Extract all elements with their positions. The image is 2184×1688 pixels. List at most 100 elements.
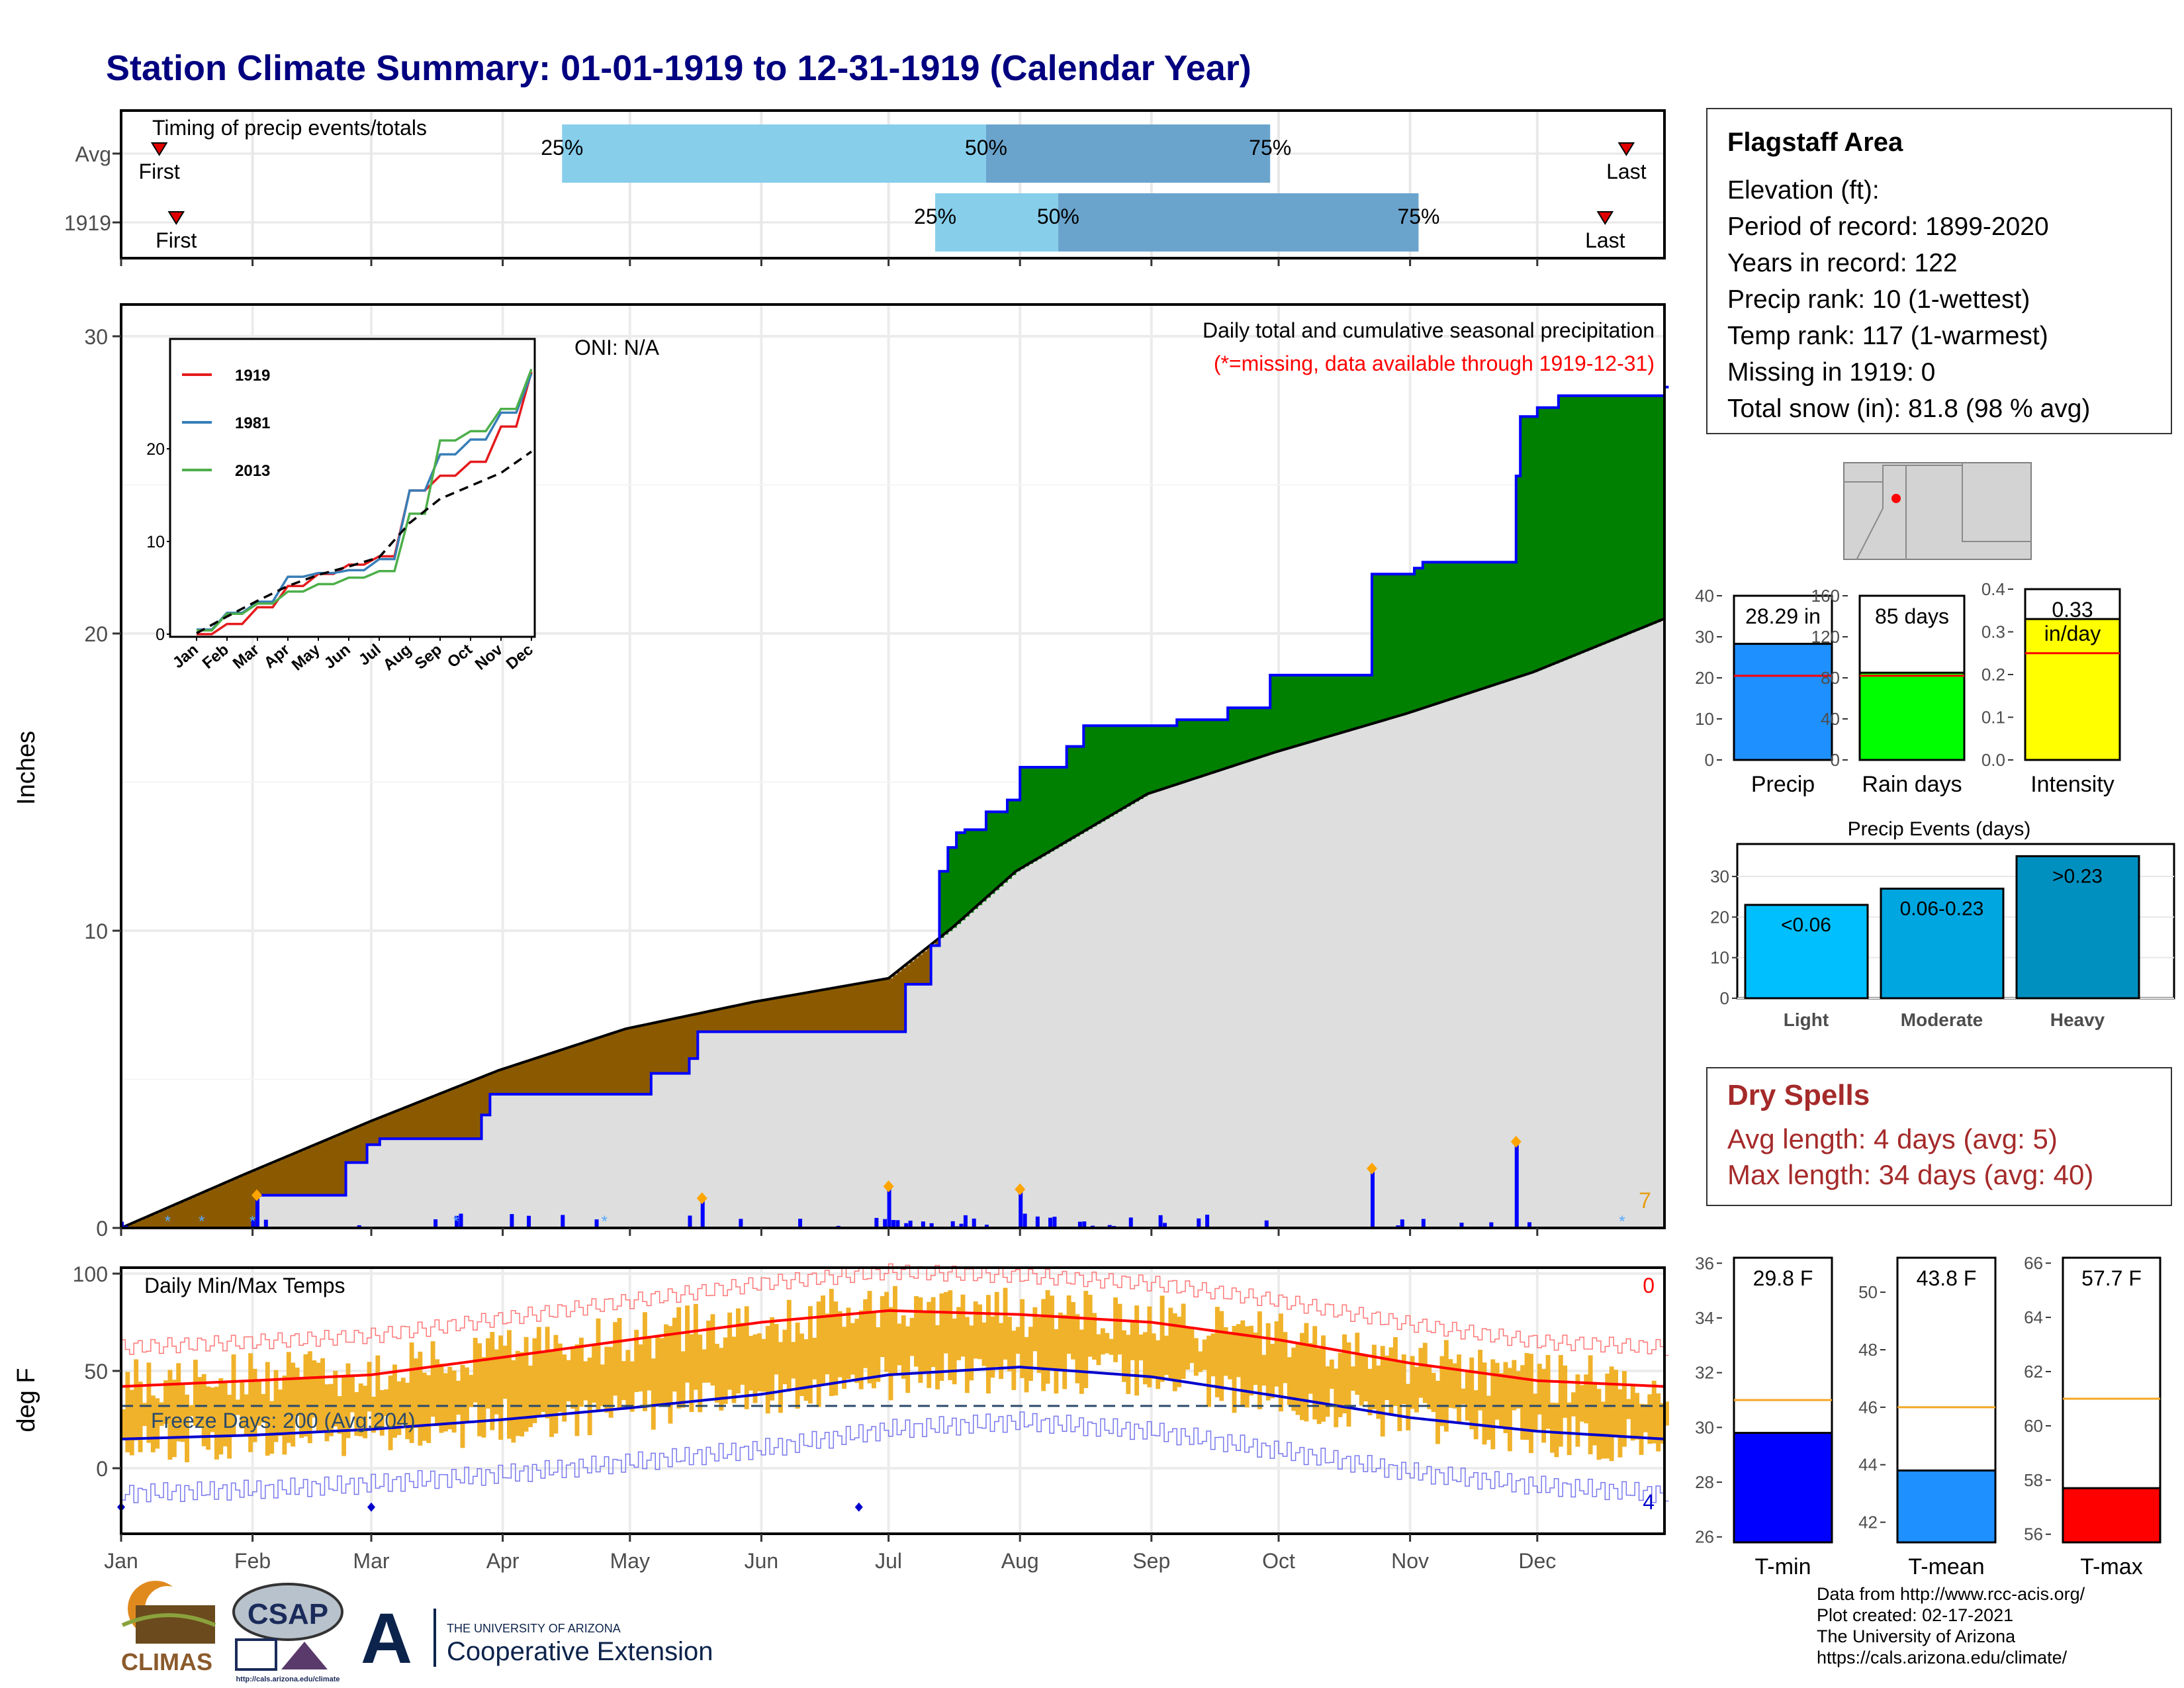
daily-temp-bar	[1087, 1294, 1093, 1357]
above-normal-band	[1257, 708, 1262, 758]
daily-temp-bar	[1249, 1325, 1254, 1396]
below-normal-band	[422, 1100, 427, 1139]
daily-temp-bar	[931, 1297, 936, 1368]
below-normal-band	[778, 998, 784, 1032]
daily-temp-bar	[392, 1364, 397, 1438]
below-normal-band	[473, 1080, 478, 1139]
daily-temp-bar	[1588, 1355, 1593, 1454]
daily-temp-bar	[541, 1352, 546, 1413]
above-normal-band	[1392, 574, 1398, 718]
daily-temp-bar	[1193, 1338, 1199, 1376]
daily-temp-bar	[659, 1338, 664, 1405]
above-normal-band	[1376, 574, 1381, 723]
mini-bar-y-tick-label: 40	[1821, 709, 1840, 729]
below-normal-band	[248, 1172, 253, 1228]
daily-temp-bar	[443, 1373, 448, 1432]
daily-temp-bar	[528, 1365, 533, 1427]
daily-temp-bar	[1058, 1312, 1063, 1372]
mini-bar-y-tick-label: 26	[1695, 1527, 1714, 1547]
event-bar-label: <0.06	[1781, 914, 1831, 936]
snow-asterisk: *	[453, 1213, 459, 1231]
above-normal-band	[1656, 395, 1661, 622]
below-normal-band	[583, 1043, 588, 1094]
daily-temp-bar	[146, 1362, 152, 1443]
daily-temp-bar	[1312, 1326, 1318, 1420]
daily-temp-bar	[536, 1327, 541, 1416]
mini-bar-y-tick-label: 36	[1695, 1253, 1714, 1273]
above-normal-band	[1020, 767, 1025, 869]
above-normal-band	[990, 812, 995, 894]
events-y-tick-label: 30	[1710, 867, 1729, 886]
month-tick-label: Aug	[1001, 1549, 1039, 1573]
above-normal-band	[1024, 767, 1029, 867]
above-normal-band	[1371, 574, 1377, 724]
daily-temp-bar	[647, 1336, 652, 1391]
daily-temp-bar	[125, 1372, 130, 1452]
daily-temp-bar	[1422, 1342, 1428, 1403]
daily-precip-bar	[1107, 1225, 1112, 1228]
daily-temp-bar	[1651, 1380, 1657, 1444]
above-normal-band	[1512, 562, 1517, 679]
above-normal-band	[1461, 562, 1466, 696]
footer-line: The University of Arizona	[1817, 1626, 2016, 1646]
daily-temp-bar	[180, 1382, 185, 1442]
below-normal-band	[557, 1051, 563, 1094]
daily-temp-bar	[214, 1386, 219, 1460]
event-bar	[1880, 887, 2005, 1000]
above-normal-band	[1439, 562, 1445, 703]
daily-temp-bar	[375, 1355, 381, 1430]
daily-temp-bar	[914, 1295, 919, 1367]
below-normal-band	[833, 988, 839, 1032]
daily-precip-bar	[251, 1219, 255, 1228]
daily-temp-bar	[523, 1336, 529, 1432]
timing-frame	[120, 109, 1666, 259]
daily-temp-bar	[265, 1362, 270, 1456]
daily-temp-bar	[1512, 1360, 1517, 1411]
below-normal-band	[867, 982, 872, 1032]
above-normal-band	[999, 812, 1004, 886]
daily-temp-bar	[1329, 1359, 1334, 1389]
below-normal-band	[629, 1027, 635, 1094]
daily-temp-bar	[278, 1389, 283, 1436]
above-normal-band	[1473, 562, 1479, 692]
above-normal-band	[1457, 562, 1462, 698]
inset-series-line	[197, 371, 533, 635]
daily-temp-bar	[1656, 1393, 1661, 1452]
mini-bar-value	[1896, 1469, 1997, 1544]
above-normal-band	[1151, 726, 1156, 793]
daily-temp-bar	[812, 1337, 817, 1380]
daily-temp-bar	[1240, 1320, 1246, 1406]
daily-temp-bar	[1355, 1333, 1360, 1395]
daily-temp-bar	[1134, 1305, 1140, 1396]
daily-precip-bar	[1158, 1215, 1163, 1228]
below-normal-band	[320, 1142, 326, 1196]
station-line: Period of record: 1899-2020	[1727, 212, 2049, 241]
daily-temp-bar	[485, 1338, 490, 1409]
daily-temp-bar	[1584, 1374, 1589, 1424]
mini-bar-value-label: 0.33	[2052, 598, 2093, 622]
mini-bar-y-tick-label: 48	[1858, 1340, 1878, 1360]
above-normal-band	[1541, 407, 1547, 669]
above-normal-band	[1321, 675, 1326, 739]
climas-logo-text: CLIMAS	[121, 1648, 212, 1675]
daily-temp-bar	[532, 1338, 537, 1423]
daily-temp-bar	[791, 1342, 796, 1379]
daily-temp-bar	[1202, 1339, 1207, 1370]
below-normal-band	[727, 1007, 733, 1032]
below-normal-band	[871, 981, 876, 1032]
below-normal-band	[803, 993, 809, 1032]
above-normal-band	[1431, 562, 1436, 706]
daily-precip-bar	[1048, 1217, 1053, 1228]
daily-precip-bar	[1128, 1217, 1133, 1228]
above-normal-band	[1295, 675, 1300, 747]
max-event-marker	[883, 1180, 894, 1193]
below-normal-band	[481, 1077, 486, 1115]
above-normal-band	[1465, 562, 1470, 694]
below-normal-band	[541, 1056, 546, 1094]
below-normal-band	[358, 1126, 363, 1163]
above-normal-band	[1563, 395, 1568, 661]
daily-temp-bar	[295, 1368, 300, 1417]
p25-label: 25%	[541, 136, 583, 160]
mini-bar-category-label: Precip	[1751, 772, 1815, 797]
daily-temp-bar	[349, 1376, 355, 1413]
